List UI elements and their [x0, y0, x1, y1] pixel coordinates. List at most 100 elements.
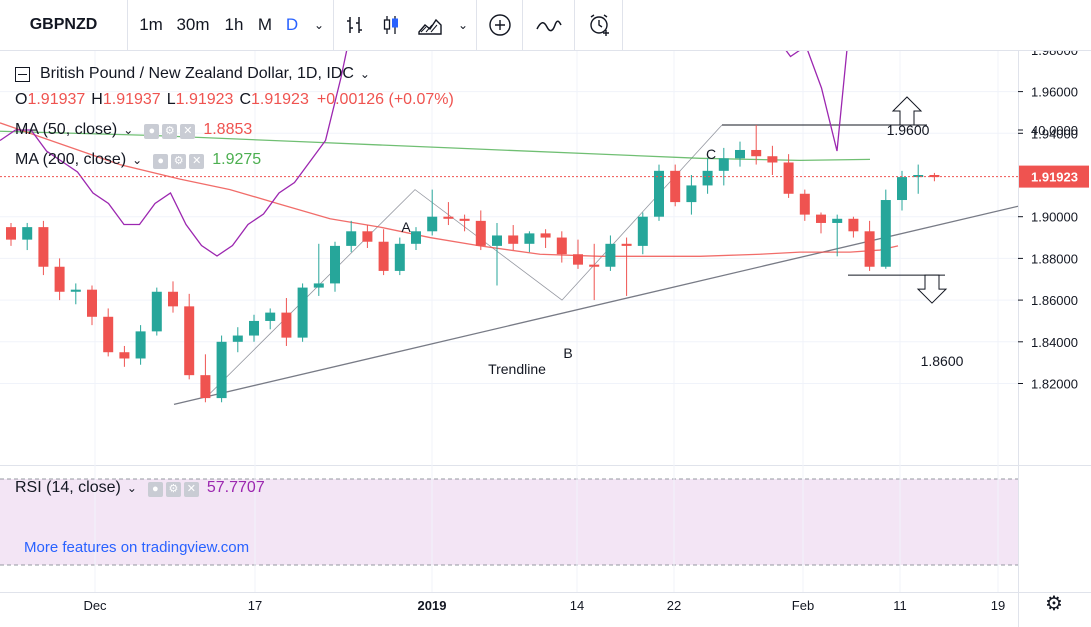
timeframe-month-button[interactable]: M	[257, 15, 273, 34]
candle-body	[38, 227, 49, 267]
timeframe-30m-button[interactable]: 30m	[176, 15, 210, 34]
watermark-link[interactable]: More features on tradingview.com	[24, 539, 250, 556]
candle-body	[880, 200, 891, 267]
price-tick-label: 1.96000	[1031, 85, 1078, 100]
close-icon[interactable]: ✕	[183, 482, 199, 497]
candle-body	[556, 237, 567, 255]
legend-rsi-row[interactable]: RSI (14, close) ⌄ ● ⚙ ✕ 57.7707	[15, 479, 265, 497]
timeframe-1m-button[interactable]: 1m	[139, 15, 163, 34]
candle-body	[799, 193, 810, 215]
rsi-polyline	[0, 51, 848, 257]
chart-area[interactable]: 1.98000 1.96000 1.94000 1.90000 1.88000 1.860…	[0, 51, 1091, 627]
separator	[127, 0, 128, 50]
eye-icon[interactable]: ●	[144, 124, 160, 139]
candle-body	[767, 156, 778, 163]
candle-body	[87, 289, 97, 317]
symbol-search-button[interactable]: GBPNZD	[0, 0, 127, 50]
indicators-add-icon[interactable]	[480, 0, 520, 50]
settings-gear-icon[interactable]: ⚙	[1045, 593, 1063, 615]
candle-body	[524, 233, 535, 244]
rsi-tick-label: 40.0000	[1031, 123, 1078, 138]
candle-body	[751, 149, 762, 157]
candle-body	[184, 306, 195, 376]
indicator-controls: ● ⚙ ✕	[141, 121, 196, 139]
price-tick-label: 1.82000	[1031, 377, 1078, 392]
candle-body	[70, 289, 81, 292]
compare-wave-icon[interactable]	[526, 0, 572, 50]
candle-body	[297, 287, 308, 338]
open-value: 1.91937	[27, 91, 86, 108]
close-icon[interactable]: ✕	[180, 124, 196, 139]
rsi-line	[0, 51, 848, 257]
time-tick-label: 2019	[418, 598, 447, 613]
close-value: 1.91923	[251, 91, 309, 108]
price-axis[interactable]: 1.98000 1.96000 1.94000 1.90000 1.88000 1.860…	[1018, 51, 1078, 392]
candle-body	[508, 235, 519, 244]
label-c: C	[706, 146, 716, 162]
candle-body	[443, 216, 454, 219]
separator	[622, 0, 623, 50]
gear-icon[interactable]: ⚙	[162, 124, 178, 139]
legend-ma50-row[interactable]: MA (50, close) ⌄ ● ⚙ ✕ 1.8853	[15, 121, 252, 139]
candles-icon[interactable]	[374, 0, 408, 50]
current-price-label: 1.91923	[1031, 170, 1078, 185]
chart-type-dropdown-icon[interactable]: ⌄	[457, 18, 469, 32]
grid	[0, 51, 1018, 592]
close-label: C	[239, 91, 252, 108]
candle-body	[589, 264, 600, 267]
arrow-down-icon	[916, 274, 948, 304]
candle-body	[605, 243, 616, 267]
chevron-down-icon[interactable]: ⌄	[359, 67, 370, 81]
candle-body	[654, 170, 664, 217]
candle-body	[621, 243, 632, 246]
separator	[574, 0, 575, 50]
gear-icon[interactable]: ⚙	[171, 154, 187, 169]
area-chart-icon[interactable]	[410, 0, 450, 50]
timeframe-dropdown-icon[interactable]: ⌄	[313, 18, 325, 32]
chevron-down-icon[interactable]: ⌄	[132, 153, 143, 167]
arrow-up-icon	[891, 96, 923, 126]
indicator-controls: ● ⚙ ✕	[150, 151, 205, 169]
candle-body	[249, 320, 259, 336]
timeframe-1h-button[interactable]: 1h	[224, 15, 244, 34]
candle-body	[346, 231, 357, 246]
bar-chart-icon[interactable]	[338, 0, 372, 50]
chevron-down-icon[interactable]: ⌄	[123, 123, 134, 137]
candle-body	[637, 216, 648, 246]
candle-body	[411, 231, 421, 244]
eye-icon[interactable]: ●	[147, 482, 163, 497]
separator	[522, 0, 523, 50]
time-tick-label: 11	[893, 598, 907, 613]
rsi-axis[interactable]: 60.000040.0000	[1018, 51, 1078, 138]
high-value: 1.91937	[102, 91, 161, 108]
time-tick-label: 14	[570, 598, 584, 613]
legend-ma200-row[interactable]: MA (200, close) ⌄ ● ⚙ ✕ 1.9275	[15, 151, 261, 169]
price-tick-label: 1.98000	[1031, 51, 1078, 58]
gear-icon[interactable]: ⚙	[165, 482, 181, 497]
eye-icon[interactable]: ●	[153, 154, 169, 169]
price-tick-label: 1.84000	[1031, 335, 1078, 350]
toolbar: GBPNZD 1m 30m 1h M D ⌄ ⌄	[0, 0, 1091, 51]
collapse-icon[interactable]	[15, 66, 30, 82]
time-tick-label: 17	[248, 598, 262, 613]
candle-body	[492, 235, 502, 246]
timeframe-day-button[interactable]: D	[285, 15, 299, 34]
chevron-down-icon[interactable]: ⌄	[126, 481, 137, 495]
price-tick-label: 1.88000	[1031, 251, 1078, 266]
alert-clock-icon[interactable]	[578, 0, 622, 50]
candle-body	[573, 254, 583, 265]
candle-body	[200, 375, 211, 399]
candle-body	[702, 170, 713, 186]
price-tick-label: 1.86000	[1031, 293, 1078, 308]
candle-body	[151, 291, 162, 332]
time-axis[interactable]: Dec 17 2019 14 22 Feb 11 19	[83, 598, 1005, 613]
close-icon[interactable]: ✕	[189, 154, 205, 169]
legend-title: British Pound / New Zealand Dollar, 1D, …	[40, 65, 354, 82]
label-trendline: Trendline	[488, 361, 546, 377]
label-a: A	[401, 219, 411, 235]
current-price-badge	[1019, 165, 1089, 188]
candle-body	[475, 220, 486, 246]
candle-body	[6, 227, 16, 240]
candle-body	[735, 149, 745, 159]
rsi-value: 57.7707	[206, 479, 265, 496]
